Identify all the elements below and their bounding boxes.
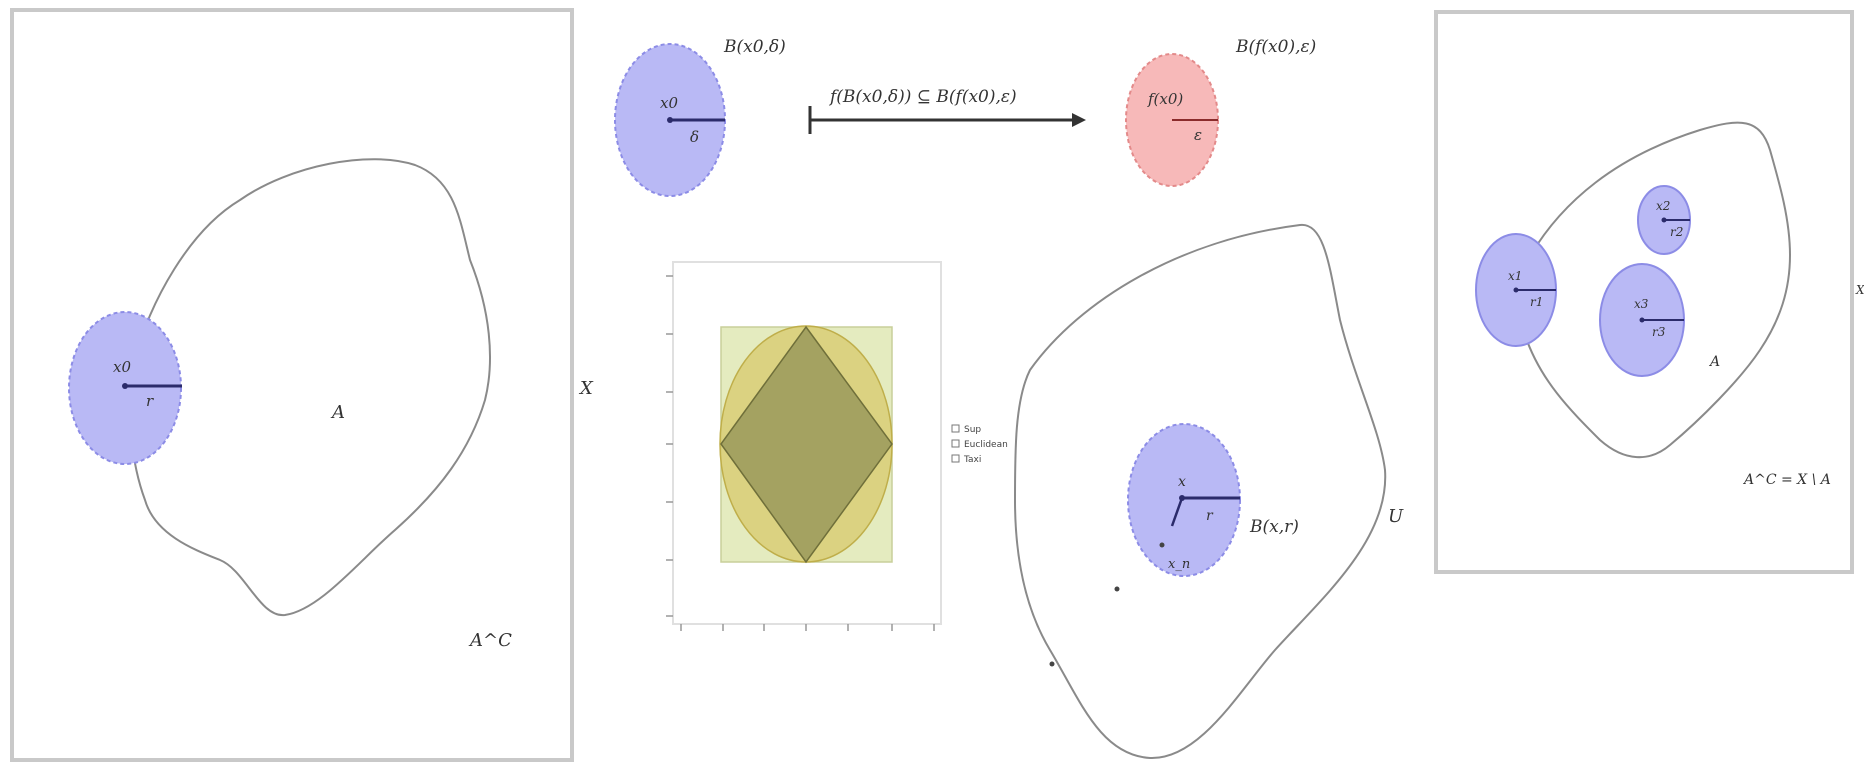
- set-a-curve-left: [128, 158, 491, 617]
- radius-label-right-1: r1: [1530, 295, 1543, 309]
- center-label-right-3: x3: [1634, 297, 1649, 311]
- center-dot-right-2: [1661, 217, 1667, 223]
- center-label-codomain: f(x0): [1147, 90, 1183, 108]
- center-label-right-2: x2: [1656, 199, 1670, 213]
- set-label-a-right: A: [1708, 354, 1720, 370]
- point-label-left: x0: [113, 358, 131, 376]
- center-label-domain: x0: [660, 94, 678, 112]
- radius-label-open: r: [1206, 508, 1214, 524]
- center-dot-right-3: [1639, 317, 1645, 323]
- radius-label-left: r: [146, 392, 154, 410]
- sequence-line: [1170, 497, 1184, 527]
- center-dot-open: [1179, 495, 1185, 501]
- point-dot-left: [122, 383, 128, 389]
- sequence-dot-3: [1049, 661, 1055, 667]
- legend-sup: Sup: [964, 425, 981, 435]
- edge-label-x-right: X: [1855, 283, 1864, 297]
- sequence-dot-1: [1159, 542, 1165, 548]
- ball-label-open: B(x,r): [1249, 517, 1299, 537]
- mapping-label: f(B(x0,δ)) ⊆ B(f(x0),ε): [828, 87, 1017, 107]
- norm-legend: Sup Euclidean Taxi: [951, 424, 1008, 465]
- radius-label-domain: δ: [690, 128, 699, 146]
- ball-domain-label: B(x0,δ): [723, 37, 786, 57]
- ball-codomain-label: B(f(x0),ε): [1235, 37, 1316, 57]
- radius-label-right-2: r2: [1670, 225, 1683, 239]
- center-label-right-1: x1: [1508, 269, 1522, 283]
- set-u-curve: [1013, 223, 1387, 760]
- complement-label-right: A^C = X \ A: [1742, 472, 1831, 488]
- legend-euclidean: Euclidean: [964, 440, 1008, 450]
- set-a-curve-right: [1516, 121, 1792, 459]
- legend-taxi: Taxi: [963, 455, 981, 465]
- norm-plot-ticks: [666, 275, 935, 631]
- radius-label-codomain: ε: [1194, 126, 1202, 144]
- radius-label-right-3: r3: [1652, 325, 1666, 339]
- center-dot-domain: [667, 117, 673, 123]
- center-dot-right-1: [1513, 287, 1519, 293]
- sequence-dot-2: [1114, 586, 1120, 592]
- taxi-norm-diamond: [720, 325, 893, 564]
- side-label-x: X: [578, 378, 594, 399]
- mapping-arrow-head: [1072, 113, 1086, 127]
- point-label-open: x_n: [1168, 557, 1190, 572]
- center-label-open: x: [1178, 474, 1186, 490]
- set-label-a-left: A: [330, 402, 345, 423]
- complement-label-left: A^C: [468, 630, 512, 651]
- set-label-u: U: [1388, 506, 1404, 527]
